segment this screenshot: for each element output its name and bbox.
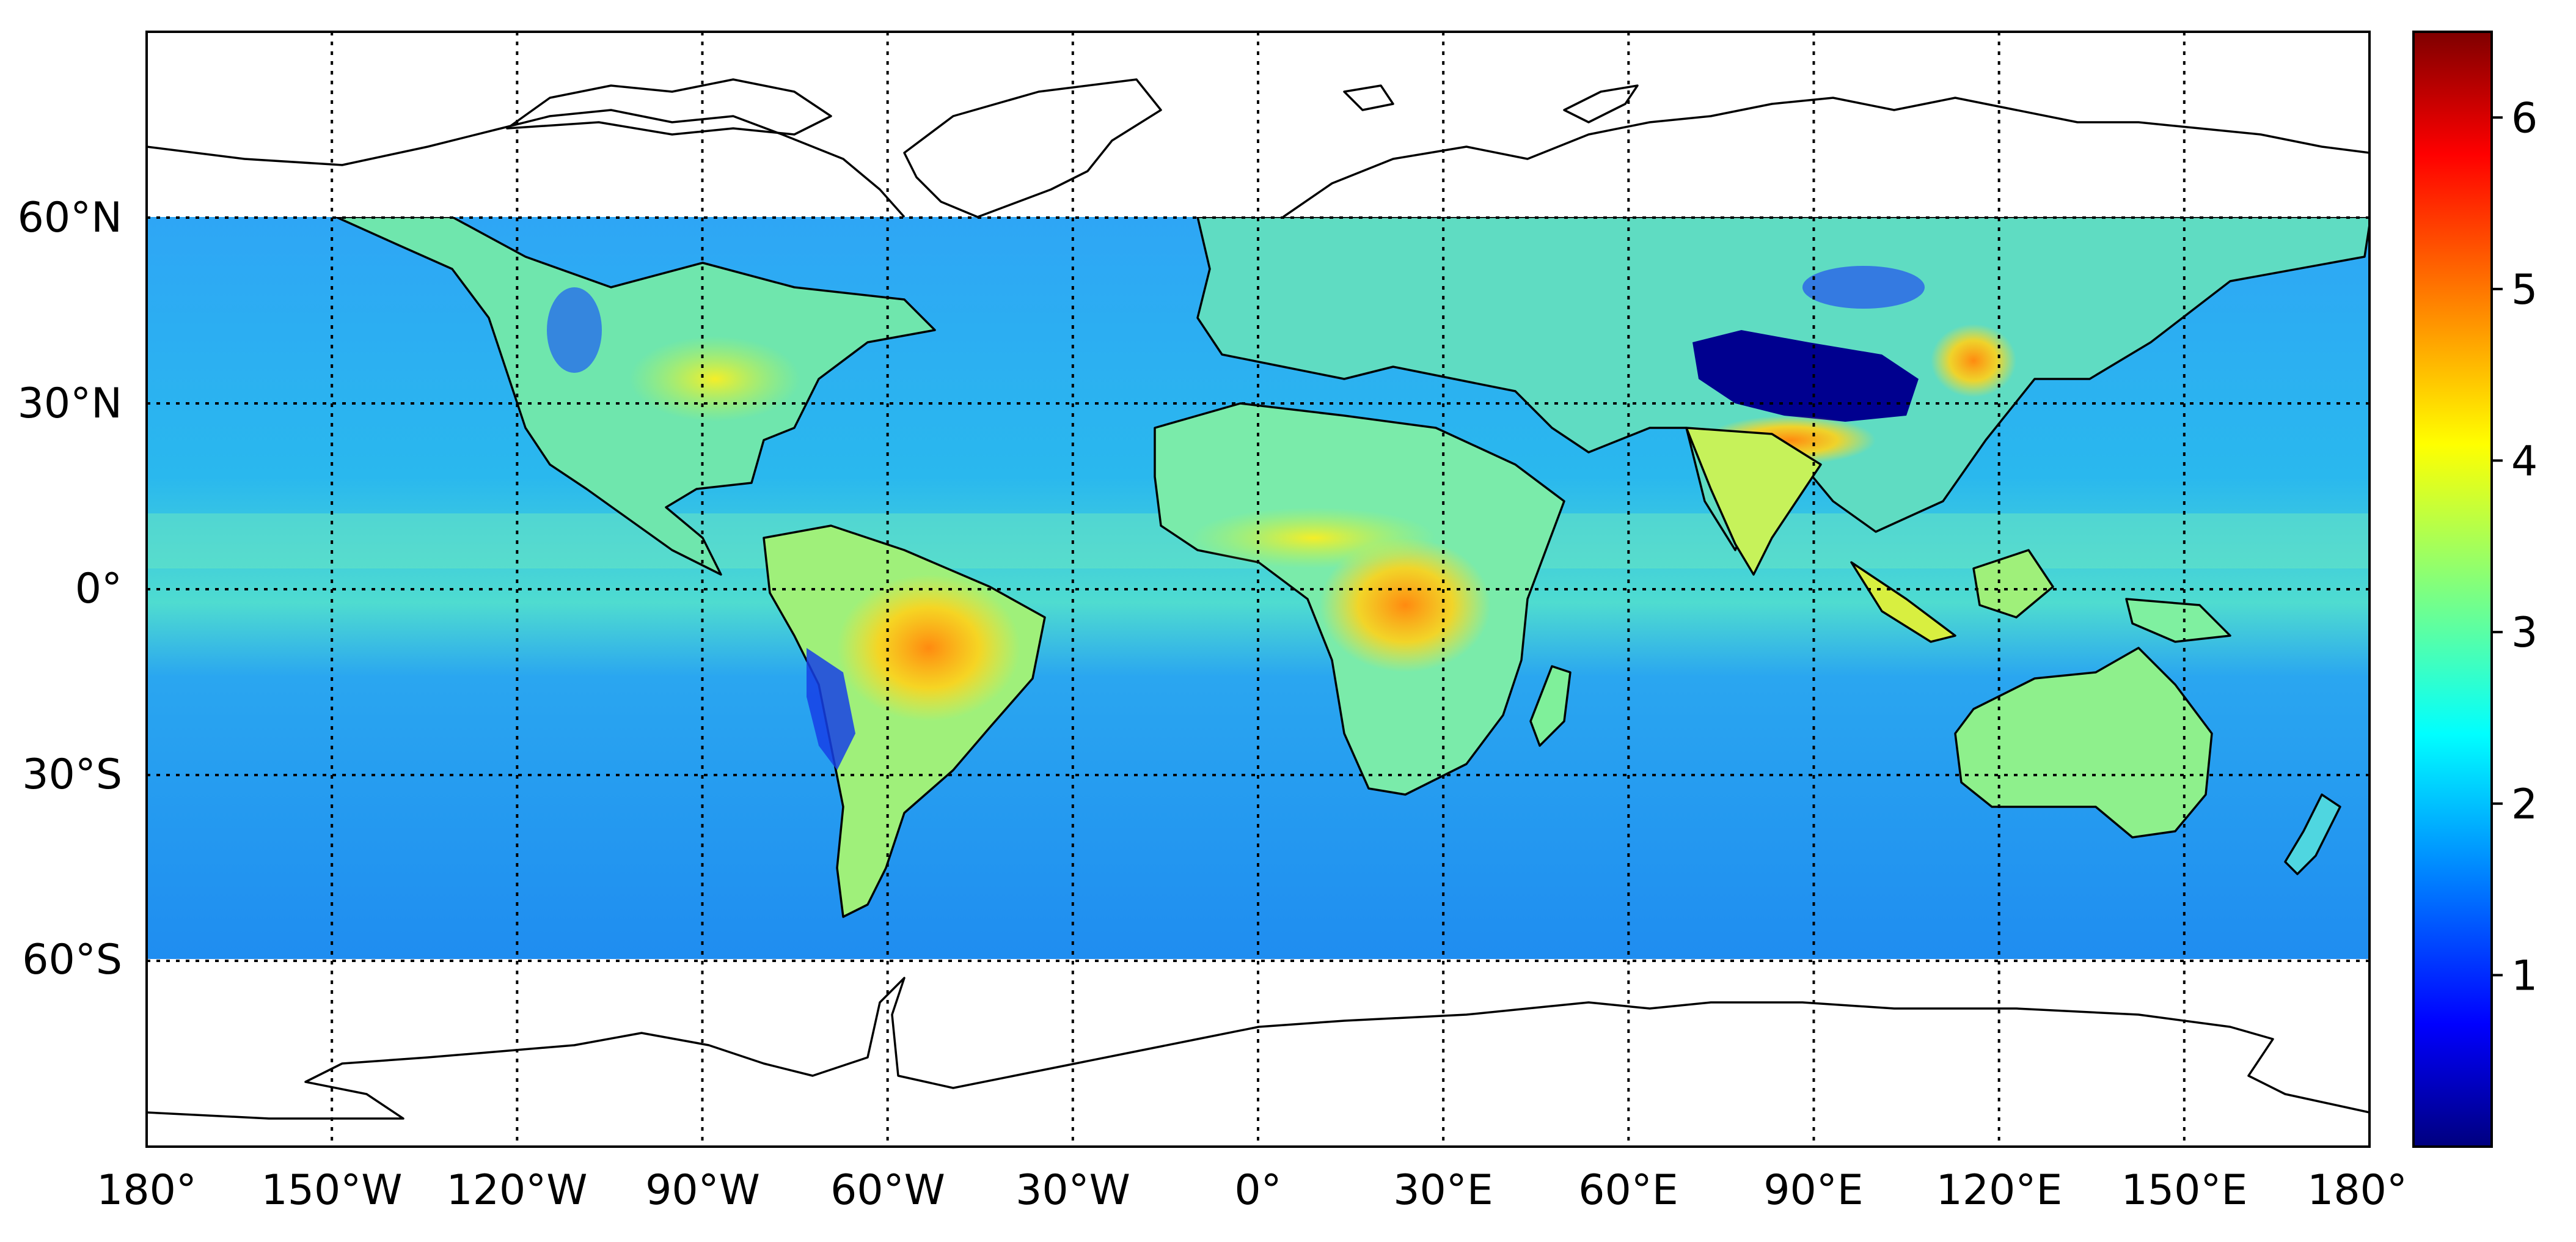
colorbar-tick-label: 4 — [2511, 438, 2538, 486]
coast-svalbard — [1343, 84, 1394, 111]
map-frame — [145, 31, 2371, 1148]
coast-eurasia-arctic — [1283, 97, 2370, 218]
x-tick-label: 90°W — [645, 1166, 760, 1214]
x-tick-label: 150°E — [2121, 1166, 2248, 1214]
x-tick-label: 90°E — [1763, 1166, 1864, 1214]
colorbar-tick-label: 3 — [2511, 609, 2538, 657]
hot-east-china — [1931, 324, 2016, 397]
colorbar-tick-label: 1 — [2511, 952, 2538, 1000]
x-tick-label: 180° — [97, 1166, 197, 1214]
warm-sahel — [1191, 507, 1436, 568]
coast-greenland — [903, 78, 1162, 218]
hot-amazon — [837, 575, 1020, 721]
coast-canada-arctic — [146, 109, 906, 218]
y-tick-label: 30°N — [18, 380, 122, 428]
colorbar-tick-label: 5 — [2511, 266, 2538, 314]
colorbar-tick-label: 6 — [2511, 94, 2538, 142]
land-madagascar — [1529, 665, 1572, 747]
graticule — [147, 32, 2369, 1147]
colorbar-gradient — [2412, 31, 2493, 1148]
colorbar-ticks: 1 2 3 4 5 6 — [2492, 94, 2538, 1000]
x-tick-label: 120°W — [446, 1166, 587, 1214]
coast-antarctica — [146, 977, 2370, 1120]
polar-coastlines — [146, 78, 2370, 1120]
x-tick-label: 0° — [1234, 1166, 1281, 1214]
x-tick-label: 150°W — [261, 1166, 402, 1214]
x-tick-label: 60°E — [1578, 1166, 1678, 1214]
y-tick-label: 60°S — [22, 936, 122, 984]
low-rockies — [547, 287, 602, 373]
land-australia — [1954, 647, 2213, 839]
x-tick-label: 120°E — [1936, 1166, 2063, 1214]
colorbar-tick-label: 2 — [2511, 781, 2538, 829]
x-tick-label: 30°W — [1015, 1166, 1130, 1214]
low-andes — [807, 648, 855, 770]
land-new-guinea — [2125, 598, 2231, 643]
x-axis-labels: 180° 150°W 120°W 90°W 60°W 30°W 0° 30°E … — [97, 1166, 2407, 1214]
land-borneo — [1972, 549, 2054, 619]
y-tick-label: 60°N — [18, 194, 122, 242]
colorbar: 1 2 3 4 5 6 — [2412, 31, 2538, 1148]
x-tick-label: 30°E — [1393, 1166, 1493, 1214]
land-new-zealand — [2284, 793, 2341, 875]
x-tick-label: 180° — [2307, 1166, 2407, 1214]
y-axis-labels: 60°N 30°N 0° 30°S 60°S — [18, 194, 122, 984]
low-tibet — [1692, 330, 1919, 422]
coast-arctic-islands — [506, 78, 832, 136]
y-tick-label: 30°S — [22, 751, 122, 799]
hot-east-usa — [629, 336, 800, 422]
low-mongolia — [1802, 266, 1925, 309]
land-fields — [335, 217, 2369, 918]
x-tick-label: 60°W — [830, 1166, 945, 1214]
hot-central-africa — [1320, 538, 1491, 672]
coast-novaya-zemlya — [1563, 84, 1639, 123]
land-india — [1685, 427, 1822, 576]
y-tick-label: 0° — [75, 565, 122, 613]
land-north-america — [335, 217, 936, 576]
land-indonesia — [1850, 561, 1956, 643]
